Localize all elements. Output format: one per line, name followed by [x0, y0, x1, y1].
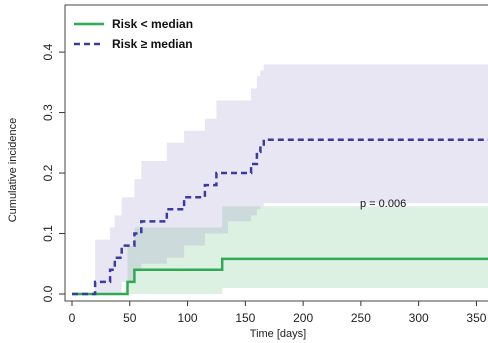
x-tick-label: 50	[123, 311, 137, 325]
x-axis-ticks: 0 50 100 150 200 250 300 350	[69, 301, 487, 325]
p-value-annotation: p = 0.006	[360, 198, 406, 210]
x-tick-label: 100	[178, 311, 198, 325]
confidence-bands	[72, 64, 488, 294]
incidence-line-series-0	[72, 257, 488, 296]
x-tick-label: 350	[466, 311, 486, 325]
legend-label-low-risk: Risk < median	[112, 17, 193, 31]
y-tick-label: 0.0	[41, 285, 55, 302]
y-tick-label: 0.3	[41, 104, 55, 121]
x-axis-label: Time [days]	[250, 328, 306, 340]
legend: Risk < median Risk ≥ median	[74, 17, 193, 51]
y-tick-label: 0.1	[41, 225, 55, 242]
x-tick-label: 150	[235, 311, 255, 325]
x-tick-label: 250	[351, 311, 371, 325]
incidence-line-series-1	[72, 138, 488, 296]
confidence-band-series-1	[72, 64, 488, 294]
y-tick-label: 0.4	[41, 43, 55, 60]
x-tick-label: 300	[409, 311, 429, 325]
legend-label-high-risk: Risk ≥ median	[112, 37, 193, 51]
plot-frame	[64, 4, 488, 302]
y-tick-label: 0.2	[41, 164, 55, 181]
y-axis-ticks: 0.0 0.1 0.2 0.3 0.4	[41, 43, 65, 302]
y-axis-label: Cumulative incidence	[7, 118, 19, 223]
x-tick-label: 200	[293, 311, 313, 325]
incidence-curves	[72, 138, 488, 296]
confidence-band-series-0	[72, 206, 488, 294]
x-tick-label: 0	[69, 311, 76, 325]
